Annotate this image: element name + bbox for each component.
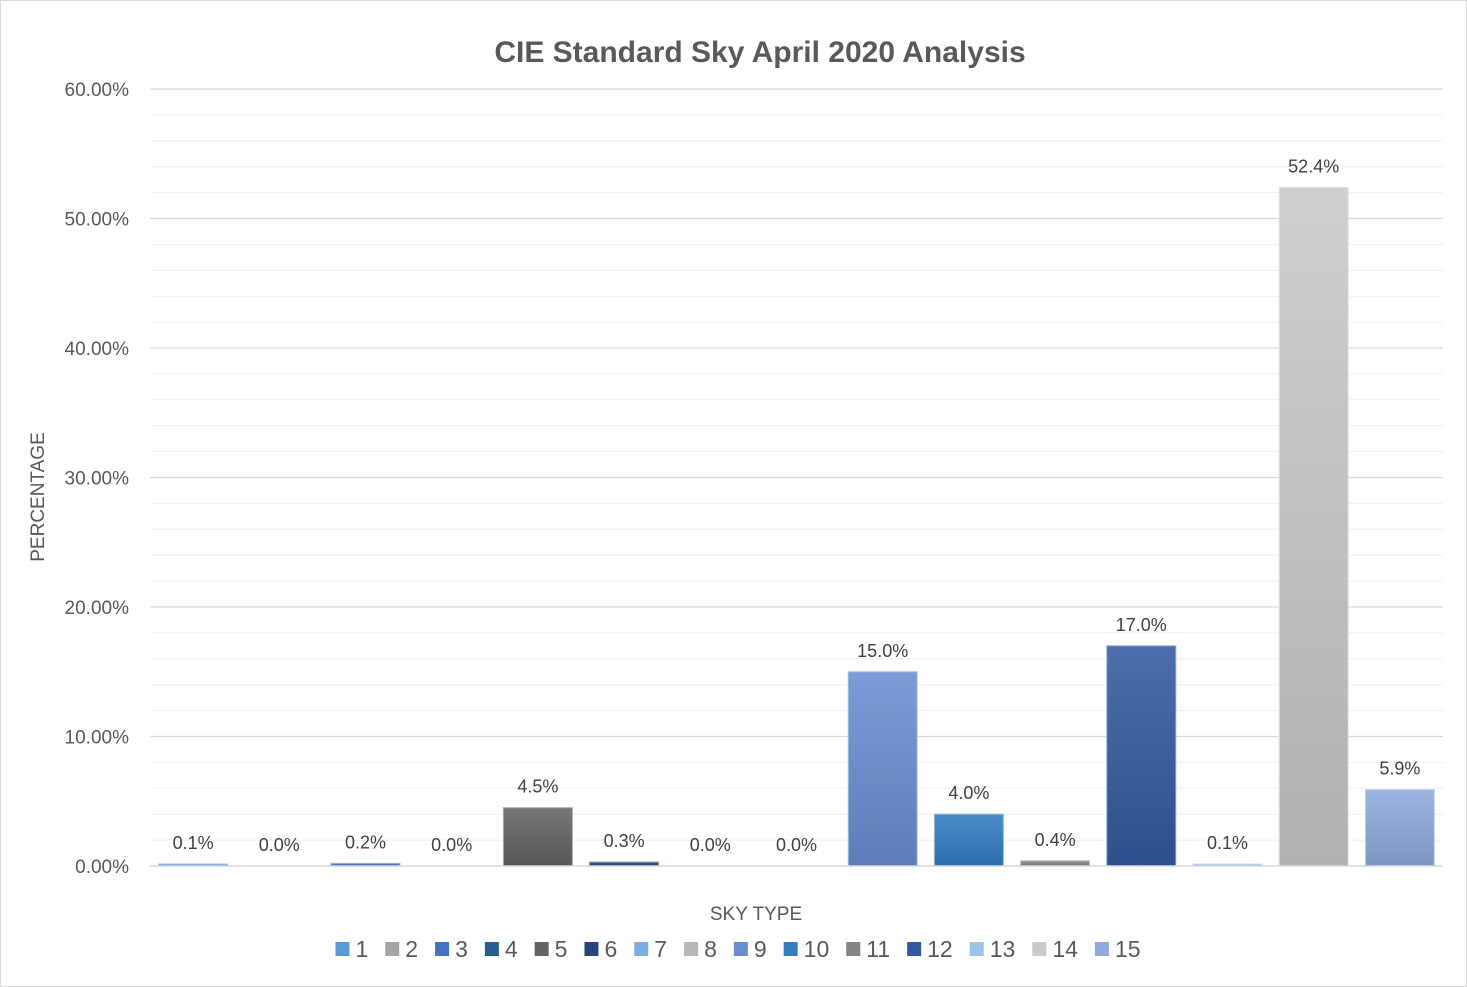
data-label: 5.9% <box>1379 759 1420 779</box>
legend-label: 1 <box>355 936 368 962</box>
bar-sky-type-9 <box>847 671 918 867</box>
legend-swatch <box>435 942 450 956</box>
legend-label: 5 <box>555 936 568 962</box>
y-axis-ticks: 0.00% 10.00% 20.00% 30.00% 40.00% 50.00% 60.00… <box>65 80 130 878</box>
legend-item: 6 <box>584 936 617 962</box>
chart-title: CIE Standard Sky April 2020 Analysis <box>494 36 1025 69</box>
y-tick-label: 40.00% <box>65 339 130 360</box>
gridlines <box>150 88 1443 841</box>
data-label: 0.3% <box>604 831 645 851</box>
legend-swatch <box>634 942 649 956</box>
data-labels: 0.1% 0.0% 0.2% 0.0% 4.5% 0.3% 0.0% 0.0% 15.0% 4.0… <box>173 156 1421 855</box>
legend-item: 4 <box>484 936 518 962</box>
bar-sky-type-15 <box>1364 789 1435 867</box>
legend-item: 12 <box>907 936 953 962</box>
legend-swatch <box>534 942 549 956</box>
legend-label: 3 <box>455 936 468 962</box>
legend-item: 15 <box>1094 936 1141 962</box>
legend: 1 2 3 4 5 6 7 8 9 10 11 12 13 14 15 <box>335 936 1141 962</box>
legend-swatch <box>584 942 599 956</box>
legend-item: 8 <box>684 936 717 962</box>
legend-swatch <box>335 942 350 956</box>
legend-swatch <box>684 942 699 956</box>
bars <box>158 186 1435 867</box>
legend-label: 15 <box>1115 936 1141 962</box>
bar-sky-type-5 <box>502 807 573 867</box>
legend-swatch <box>733 942 748 956</box>
y-axis-title: PERCENTAGE <box>28 432 49 562</box>
legend-label: 14 <box>1052 936 1078 962</box>
bar-sky-type-11 <box>1020 860 1091 867</box>
data-label: 15.0% <box>857 641 908 661</box>
legend-item: 13 <box>969 936 1016 962</box>
data-label: 17.0% <box>1116 615 1167 635</box>
legend-label: 7 <box>654 936 667 962</box>
legend-label: 12 <box>927 936 953 962</box>
legend-swatch <box>385 942 400 956</box>
legend-label: 13 <box>990 936 1016 962</box>
legend-swatch <box>783 942 798 956</box>
data-label: 0.0% <box>690 835 731 855</box>
legend-swatch <box>846 942 861 956</box>
data-label: 0.1% <box>1207 833 1248 853</box>
legend-label: 4 <box>505 936 518 962</box>
legend-label: 2 <box>405 936 418 962</box>
data-label: 0.0% <box>259 835 300 855</box>
y-tick-label: 10.00% <box>65 728 130 749</box>
legend-swatch <box>1094 942 1109 956</box>
legend-label: 8 <box>704 936 717 962</box>
legend-label: 10 <box>804 936 830 962</box>
legend-item: 10 <box>783 936 830 962</box>
legend-swatch <box>1032 942 1047 956</box>
legend-item: 14 <box>1032 936 1078 962</box>
legend-item: 1 <box>335 936 368 962</box>
legend-item: 5 <box>534 936 568 962</box>
data-label: 52.4% <box>1288 156 1339 176</box>
y-tick-label: 30.00% <box>65 469 130 490</box>
y-tick-label: 20.00% <box>65 598 130 619</box>
data-label: 0.0% <box>431 835 472 855</box>
legend-label: 11 <box>866 936 890 962</box>
legend-item: 7 <box>634 936 667 962</box>
legend-swatch <box>484 942 499 956</box>
legend-item: 2 <box>385 936 418 962</box>
legend-item: 9 <box>733 936 767 962</box>
legend-swatch <box>969 942 984 956</box>
y-tick-label: 60.00% <box>65 80 130 101</box>
data-label: 0.0% <box>776 835 817 855</box>
legend-item: 3 <box>435 936 468 962</box>
data-label: 4.5% <box>517 777 558 797</box>
data-label: 0.4% <box>1035 830 1076 850</box>
x-axis-title: SKY TYPE <box>710 904 802 925</box>
legend-label: 6 <box>604 936 617 962</box>
legend-swatch <box>907 942 922 956</box>
bar-sky-type-12 <box>1106 645 1177 867</box>
data-label: 4.0% <box>948 783 989 803</box>
y-tick-label: 0.00% <box>75 857 129 878</box>
legend-label: 9 <box>754 936 767 962</box>
data-label: 0.2% <box>345 832 386 852</box>
data-label: 0.1% <box>173 833 214 853</box>
y-tick-label: 50.00% <box>65 210 130 231</box>
bar-sky-type-10 <box>933 813 1004 867</box>
legend-item: 11 <box>846 936 890 962</box>
bar-sky-type-14 <box>1278 186 1349 867</box>
